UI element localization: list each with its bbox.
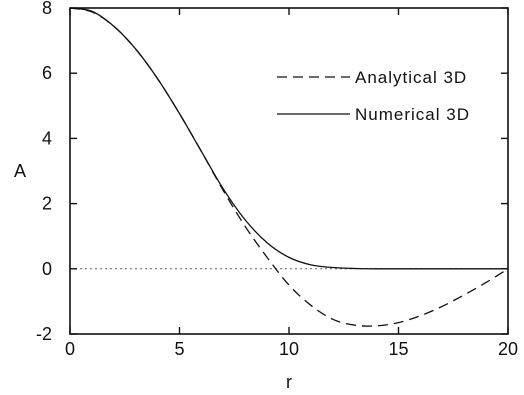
y-tick-label: -2 [36,324,52,344]
legend-entry-label: Numerical 3D [355,105,470,124]
series-line-numerical [69,7,508,270]
y-axis-ticks: -2 0 2 4 6 8 [36,0,508,344]
y-tick-label: 2 [42,194,52,214]
x-tick-label: 10 [279,339,299,359]
y-tick-label: 4 [42,128,52,148]
y-tick-label: 0 [42,259,52,279]
x-axis-ticks: 0 5 10 15 20 [65,8,518,359]
y-axis-label: A [14,161,26,181]
x-tick-label: 0 [65,339,75,359]
x-tick-label: 5 [174,339,184,359]
plot-frame [69,7,509,335]
x-axis-label: r [286,372,292,392]
y-tick-label: 6 [42,63,52,83]
legend: Analytical 3D Numerical 3D [277,68,470,124]
series-lines [69,7,509,327]
y-tick-label: 8 [42,0,52,18]
series-line-analytical [69,7,509,327]
plot-area [69,7,509,335]
x-tick-label: 15 [388,339,408,359]
x-tick-label: 20 [498,339,518,359]
legend-entry-label: Analytical 3D [355,68,467,87]
